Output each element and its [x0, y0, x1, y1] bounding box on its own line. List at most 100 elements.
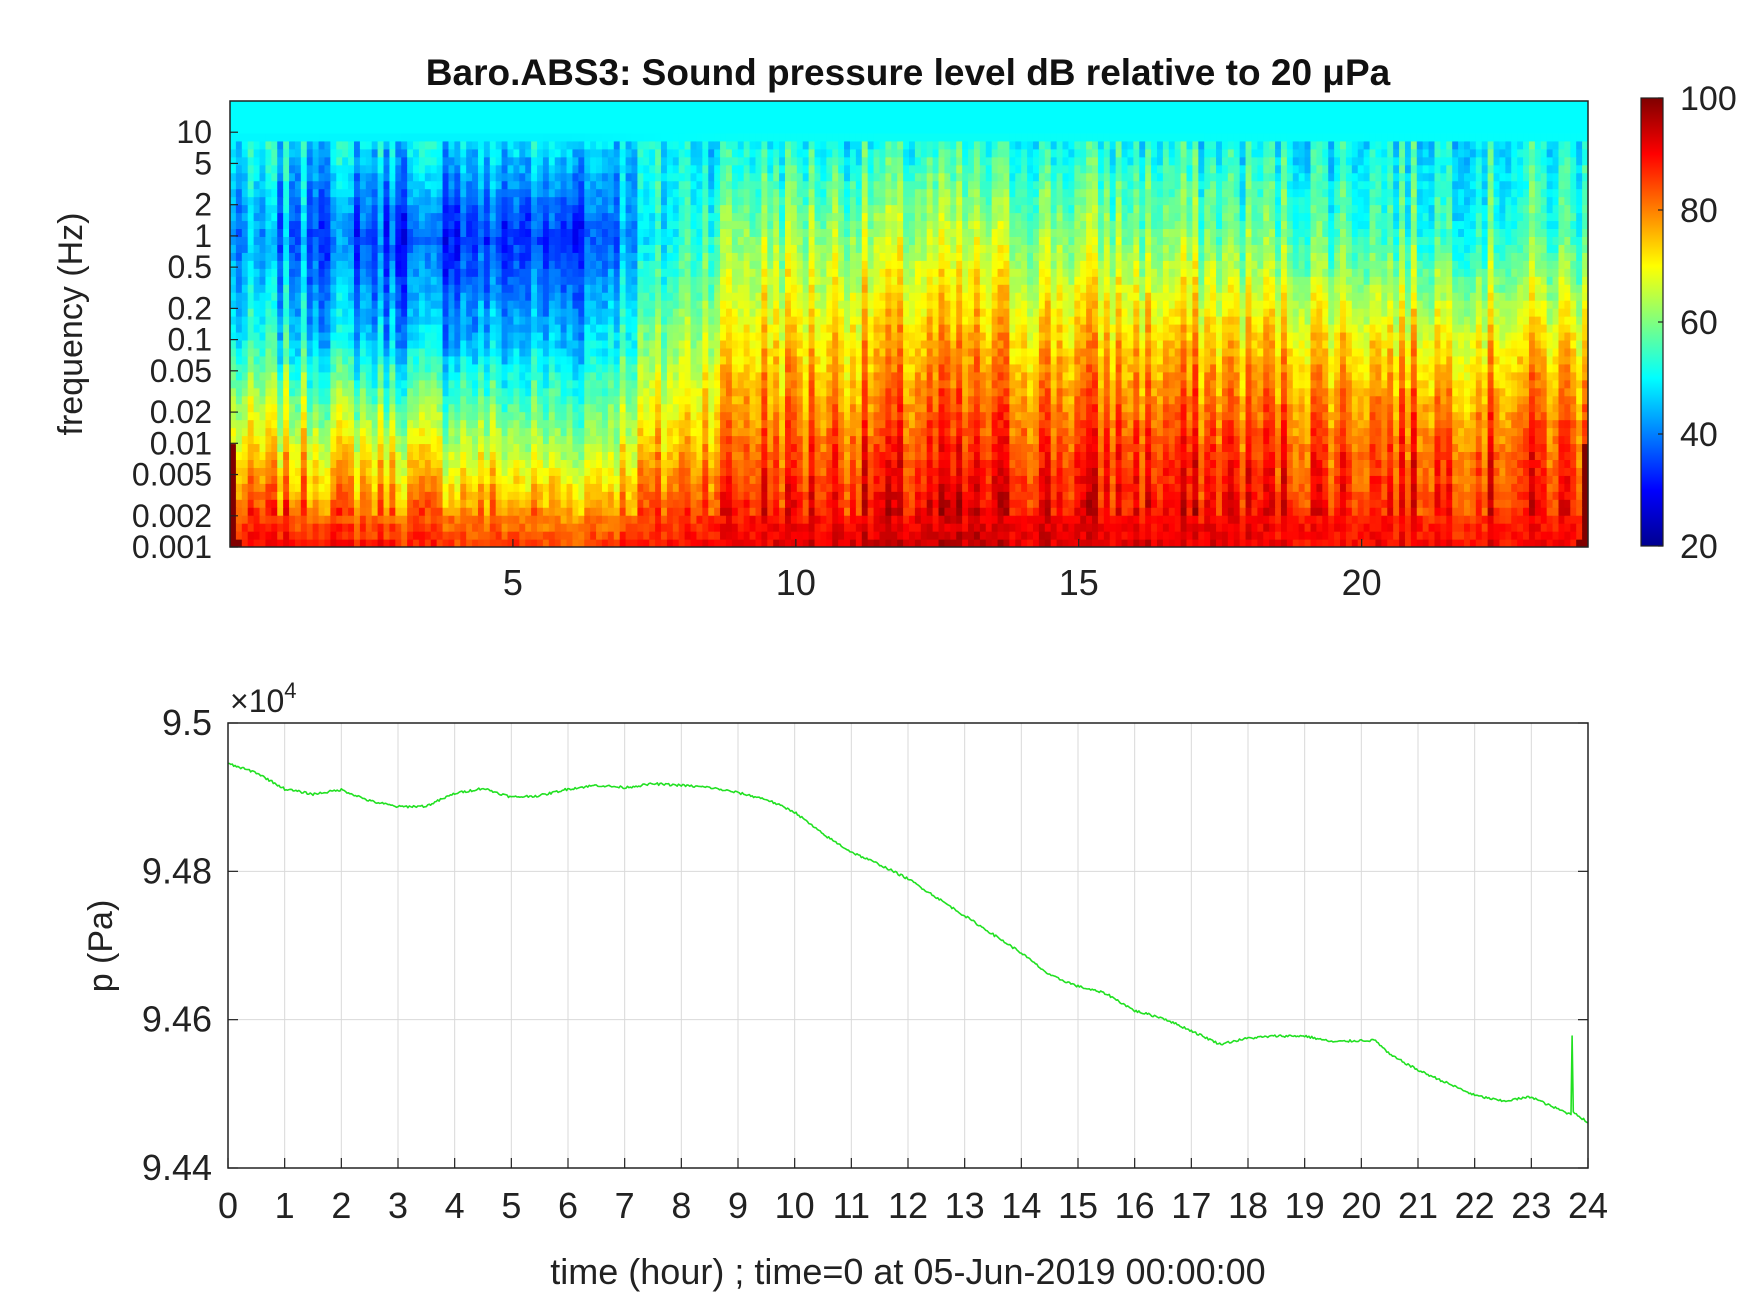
spectrogram-cell [973, 379, 981, 389]
spectrogram-cell [808, 387, 816, 397]
spectrogram-cell [1068, 475, 1075, 484]
spectrogram-cell [938, 459, 946, 468]
spectrogram-cell [973, 419, 981, 429]
spectrogram-cell [785, 491, 792, 500]
spectrogram-cell [312, 499, 320, 508]
spectrogram-cell [353, 531, 361, 540]
spectrogram-cell [678, 467, 686, 476]
spectrogram-cell [1446, 523, 1453, 532]
spectrogram-cell [1387, 483, 1394, 492]
spectrogram-cell [442, 403, 450, 413]
spectrogram-cell [1351, 491, 1359, 500]
spectrogram-cell [1416, 459, 1424, 468]
spectrogram-cell [1050, 459, 1058, 468]
spectrogram-cell [1139, 395, 1146, 405]
spectrogram-cell [1050, 395, 1058, 405]
spectrogram-cell [968, 427, 975, 437]
spectrogram-cell [554, 539, 562, 547]
spectrogram-cell [235, 379, 243, 389]
spectrogram-cell [318, 403, 326, 413]
spectrogram-cell [1416, 419, 1424, 429]
spectrogram-cell [271, 435, 278, 445]
spectrogram-cell [259, 411, 267, 421]
spectrogram-cell [294, 475, 302, 484]
spectrogram-cell [625, 539, 633, 547]
spectrogram-cell [855, 403, 863, 413]
spectrogram-cell [1446, 531, 1453, 540]
spectrogram-cell [607, 491, 615, 500]
spectrogram-cell [631, 531, 638, 540]
spectrogram-cell [230, 499, 237, 508]
spectrogram-cell [985, 371, 993, 381]
spectrogram-cell [383, 491, 391, 500]
spectrogram-cell [477, 491, 485, 500]
spectrogram-cell [826, 491, 833, 500]
spectrogram-cell [914, 403, 922, 413]
spectrogram-cell [359, 459, 367, 468]
spectrogram-cell [861, 467, 869, 476]
spectrogram-cell [247, 387, 255, 397]
spectrogram-cell [1103, 427, 1111, 437]
spectrogram-cell [1133, 403, 1140, 413]
spectrogram-cell [926, 499, 934, 508]
spectrogram-cell [294, 531, 302, 540]
spectrogram-cell [1056, 435, 1064, 445]
spectrogram-cell [749, 475, 757, 484]
spectrogram-cell [1564, 459, 1571, 468]
spectrogram-cell [230, 467, 237, 476]
spectrogram-cell [1168, 451, 1176, 460]
spectrogram-cell [1292, 443, 1300, 453]
spectrogram-cell [785, 451, 792, 460]
spectrogram-cell [914, 379, 922, 389]
spectrogram-cell [1534, 435, 1542, 445]
spectrogram-cell [684, 411, 692, 421]
spectrogram-cell [932, 539, 940, 547]
spectrogram-cell [1156, 539, 1164, 547]
spectrogram-cell [1292, 507, 1300, 516]
spectrogram-cell [466, 443, 473, 453]
spectrogram-cell [230, 531, 237, 540]
spectrogram-cell [1103, 451, 1111, 460]
spectrogram-cell [1032, 459, 1040, 468]
spectrogram-cell [542, 539, 550, 547]
spectrogram-cell [1092, 459, 1099, 468]
spectrogram-cell [253, 523, 261, 532]
spectrogram-cell [454, 491, 461, 500]
spectrogram-cell [259, 539, 267, 547]
spectrogram-cell [885, 467, 892, 476]
spectrogram-cell [1528, 427, 1536, 437]
spectrogram-cell [241, 443, 249, 453]
spectrogram-cell [430, 379, 438, 389]
spectrogram-cell [566, 515, 574, 524]
spectrogram-cell [348, 467, 355, 476]
spectrogram-cell [979, 443, 987, 453]
spectrogram-cell [1251, 475, 1258, 484]
spectrogram-cell [318, 539, 326, 547]
spectrogram-cell [1428, 403, 1436, 413]
spectrogram-cell [230, 459, 237, 468]
spectrogram-cell [306, 451, 314, 460]
spectrogram-cell [1227, 539, 1235, 547]
spectrogram-cell [755, 483, 762, 492]
spectrogram-cell [324, 379, 331, 389]
spectrogram-cell [725, 459, 733, 468]
spectrogram-cell [1546, 475, 1554, 484]
spectrogram-cell [826, 419, 833, 429]
spectrogram-cell [1257, 411, 1264, 421]
spectrogram-cell [1564, 483, 1571, 492]
spectrogram-cell [1210, 451, 1217, 460]
spectrogram-cell [448, 419, 455, 429]
spectrogram-cell [1074, 531, 1081, 540]
spectrogram-cell [1251, 395, 1258, 405]
spectrogram-cell [1080, 539, 1087, 547]
spectrogram-cell [1221, 475, 1229, 484]
spectrogram-cell [401, 499, 408, 508]
spectrogram-cell [973, 475, 981, 484]
spectrogram-cell [1505, 427, 1512, 437]
spectrogram-cell [1434, 499, 1441, 508]
spectrogram-cell [785, 483, 792, 492]
spectrogram-cell [1239, 491, 1247, 500]
spectrogram-cell [1269, 419, 1276, 429]
spectrogram-cell [271, 395, 278, 405]
spectrogram-cell [1322, 531, 1329, 540]
